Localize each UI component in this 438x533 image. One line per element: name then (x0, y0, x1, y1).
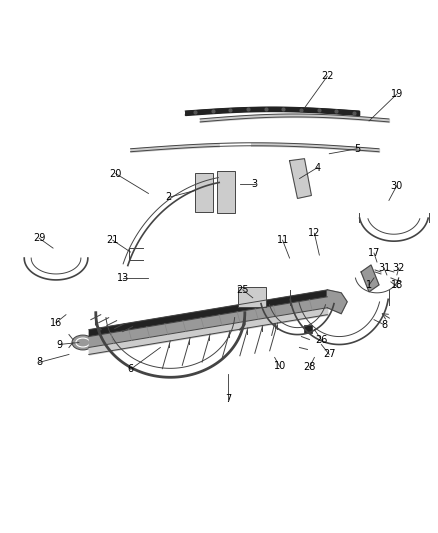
Text: 1: 1 (366, 280, 372, 290)
Text: 8: 8 (36, 358, 42, 367)
Text: 31: 31 (378, 263, 390, 273)
Text: 11: 11 (276, 235, 289, 245)
Text: 17: 17 (368, 248, 380, 258)
Text: 6: 6 (127, 365, 134, 374)
Bar (195, 173, 213, 212)
Text: 27: 27 (323, 350, 336, 359)
Bar (304, 325, 312, 333)
Bar (238, 287, 266, 307)
Polygon shape (327, 290, 347, 314)
Text: 29: 29 (33, 233, 46, 243)
Text: 2: 2 (165, 192, 171, 203)
Text: 20: 20 (110, 168, 122, 179)
Text: 5: 5 (354, 144, 360, 154)
Text: 22: 22 (321, 71, 334, 81)
Text: 28: 28 (303, 362, 316, 373)
Polygon shape (361, 265, 379, 292)
Text: 18: 18 (391, 280, 403, 290)
Text: 32: 32 (392, 263, 405, 273)
Bar (217, 171, 235, 213)
Text: 4: 4 (314, 163, 321, 173)
Polygon shape (290, 159, 311, 198)
Text: 30: 30 (391, 181, 403, 190)
Text: 25: 25 (237, 285, 249, 295)
Text: 19: 19 (391, 89, 403, 99)
Ellipse shape (72, 335, 94, 350)
Text: 16: 16 (50, 318, 62, 328)
Text: 9: 9 (56, 340, 62, 350)
Text: 26: 26 (315, 335, 328, 344)
Text: 12: 12 (308, 228, 321, 238)
Text: 13: 13 (117, 273, 129, 283)
Text: 7: 7 (225, 394, 231, 404)
Text: 21: 21 (106, 235, 119, 245)
Text: 8: 8 (381, 320, 387, 329)
Text: 3: 3 (252, 179, 258, 189)
Text: 10: 10 (273, 361, 286, 372)
